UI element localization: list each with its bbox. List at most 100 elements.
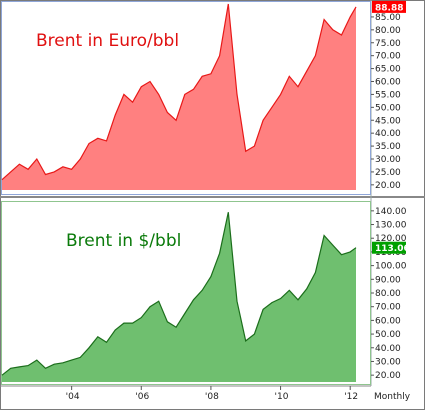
data-point-1-17 [140,86,142,88]
data-point-2-28 [236,300,238,302]
series-line-1 [1,3,357,181]
data-point-1-12 [97,137,99,139]
data-point-1-24 [201,75,203,77]
data-point-2-33 [279,297,281,299]
data-point-1-38 [323,18,325,20]
data-point-2-22 [184,312,186,314]
y-tick-label: 45.00 [375,116,401,126]
data-point-1-20 [166,111,168,113]
y-tick-label: 80.00 [375,26,401,36]
y-tick-label: 30.00 [375,357,401,367]
data-point-2-31 [262,308,264,310]
data-point-1-19 [158,93,160,95]
y-tick-label: 70.00 [375,52,401,62]
data-point-2-27 [227,211,229,213]
y-tick-label: 130.00 [375,221,407,231]
y-tick-label: 20.00 [375,371,401,381]
data-point-2-6 [44,367,46,369]
y-tick-label: 100.00 [375,262,407,272]
data-point-2-29 [245,340,247,342]
data-point-2-42 [355,247,357,249]
data-point-2-26 [218,252,220,254]
data-point-2-41 [349,251,351,253]
data-point-2-39 [332,244,334,246]
x-tick-label: '04 [66,392,80,402]
y-tick-label: 60.00 [375,78,401,88]
data-point-2-13 [105,341,107,343]
data-point-1-32 [271,106,273,108]
data-point-1-10 [79,158,81,160]
series-area-2 [2,212,356,382]
series-area-1 [2,4,356,190]
data-point-1-4 [27,168,29,170]
data-point-1-2 [10,171,12,173]
data-point-1-40 [340,34,342,36]
data-point-1-23 [192,88,194,90]
data-point-1-22 [184,93,186,95]
data-point-1-41 [349,16,351,18]
data-point-2-37 [314,271,316,273]
y-tick-label: 85.00 [375,13,401,23]
data-point-1-7 [53,171,55,173]
data-point-2-19 [158,300,160,302]
data-point-1-15 [123,93,125,95]
data-point-2-40 [340,254,342,256]
y-tick-label: 80.00 [375,289,401,299]
y-tick-label: 75.00 [375,39,401,49]
y-tick-label: 50.00 [375,330,401,340]
data-point-1-13 [105,140,107,142]
y-tick-label: 30.00 [375,155,401,165]
x-tick-label: '08 [205,392,219,402]
y-tick-label: 65.00 [375,65,401,75]
data-point-1-30 [253,145,255,147]
y-tick-label: 35.00 [375,142,401,152]
data-point-2-17 [140,316,142,318]
data-point-1-5 [36,158,38,160]
y-tick-label: 40.00 [375,344,401,354]
data-point-2-14 [114,329,116,331]
data-point-1-14 [114,114,116,116]
panel-frame-1 [1,1,371,195]
data-point-2-24 [201,289,203,291]
data-point-1-1 [1,179,3,181]
data-point-2-34 [288,289,290,291]
x-tick-label: '12 [344,392,358,402]
data-point-1-29 [245,150,247,152]
data-point-2-5 [36,359,38,361]
data-point-2-12 [97,336,99,338]
y-tick-label: 90.00 [375,275,401,285]
data-point-2-20 [166,321,168,323]
data-point-1-39 [332,29,334,31]
data-point-2-11 [88,347,90,349]
data-point-1-37 [314,55,316,57]
data-point-2-23 [192,299,194,301]
data-point-2-10 [79,356,81,358]
data-point-1-28 [236,93,238,95]
data-point-1-25 [210,73,212,75]
x-tick-label: '06 [135,392,149,402]
y-tick-label: 50.00 [375,103,401,113]
y-tick-label: 60.00 [375,316,401,326]
last-value-label-2: 113.06 [375,244,410,254]
data-point-1-36 [306,70,308,72]
data-point-1-11 [88,142,90,144]
data-point-1-3 [18,163,20,165]
data-point-2-32 [271,301,273,303]
data-point-2-35 [297,299,299,301]
data-point-1-16 [131,101,133,103]
y-tick-label: 70.00 [375,303,401,313]
last-value-badge-1 [372,0,406,13]
x-tick-label: '10 [275,392,289,402]
data-point-2-18 [149,306,151,308]
data-point-2-8 [62,362,64,364]
data-point-1-26 [218,55,220,57]
data-point-1-6 [44,173,46,175]
data-point-1-9 [70,168,72,170]
y-tick-label: 120.00 [375,234,407,244]
y-tick-label: 140.00 [375,207,407,217]
panel-frame-2 [1,201,371,385]
last-value-badge-2 [372,241,406,254]
y-tick-label: 40.00 [375,129,401,139]
data-point-2-15 [123,322,125,324]
